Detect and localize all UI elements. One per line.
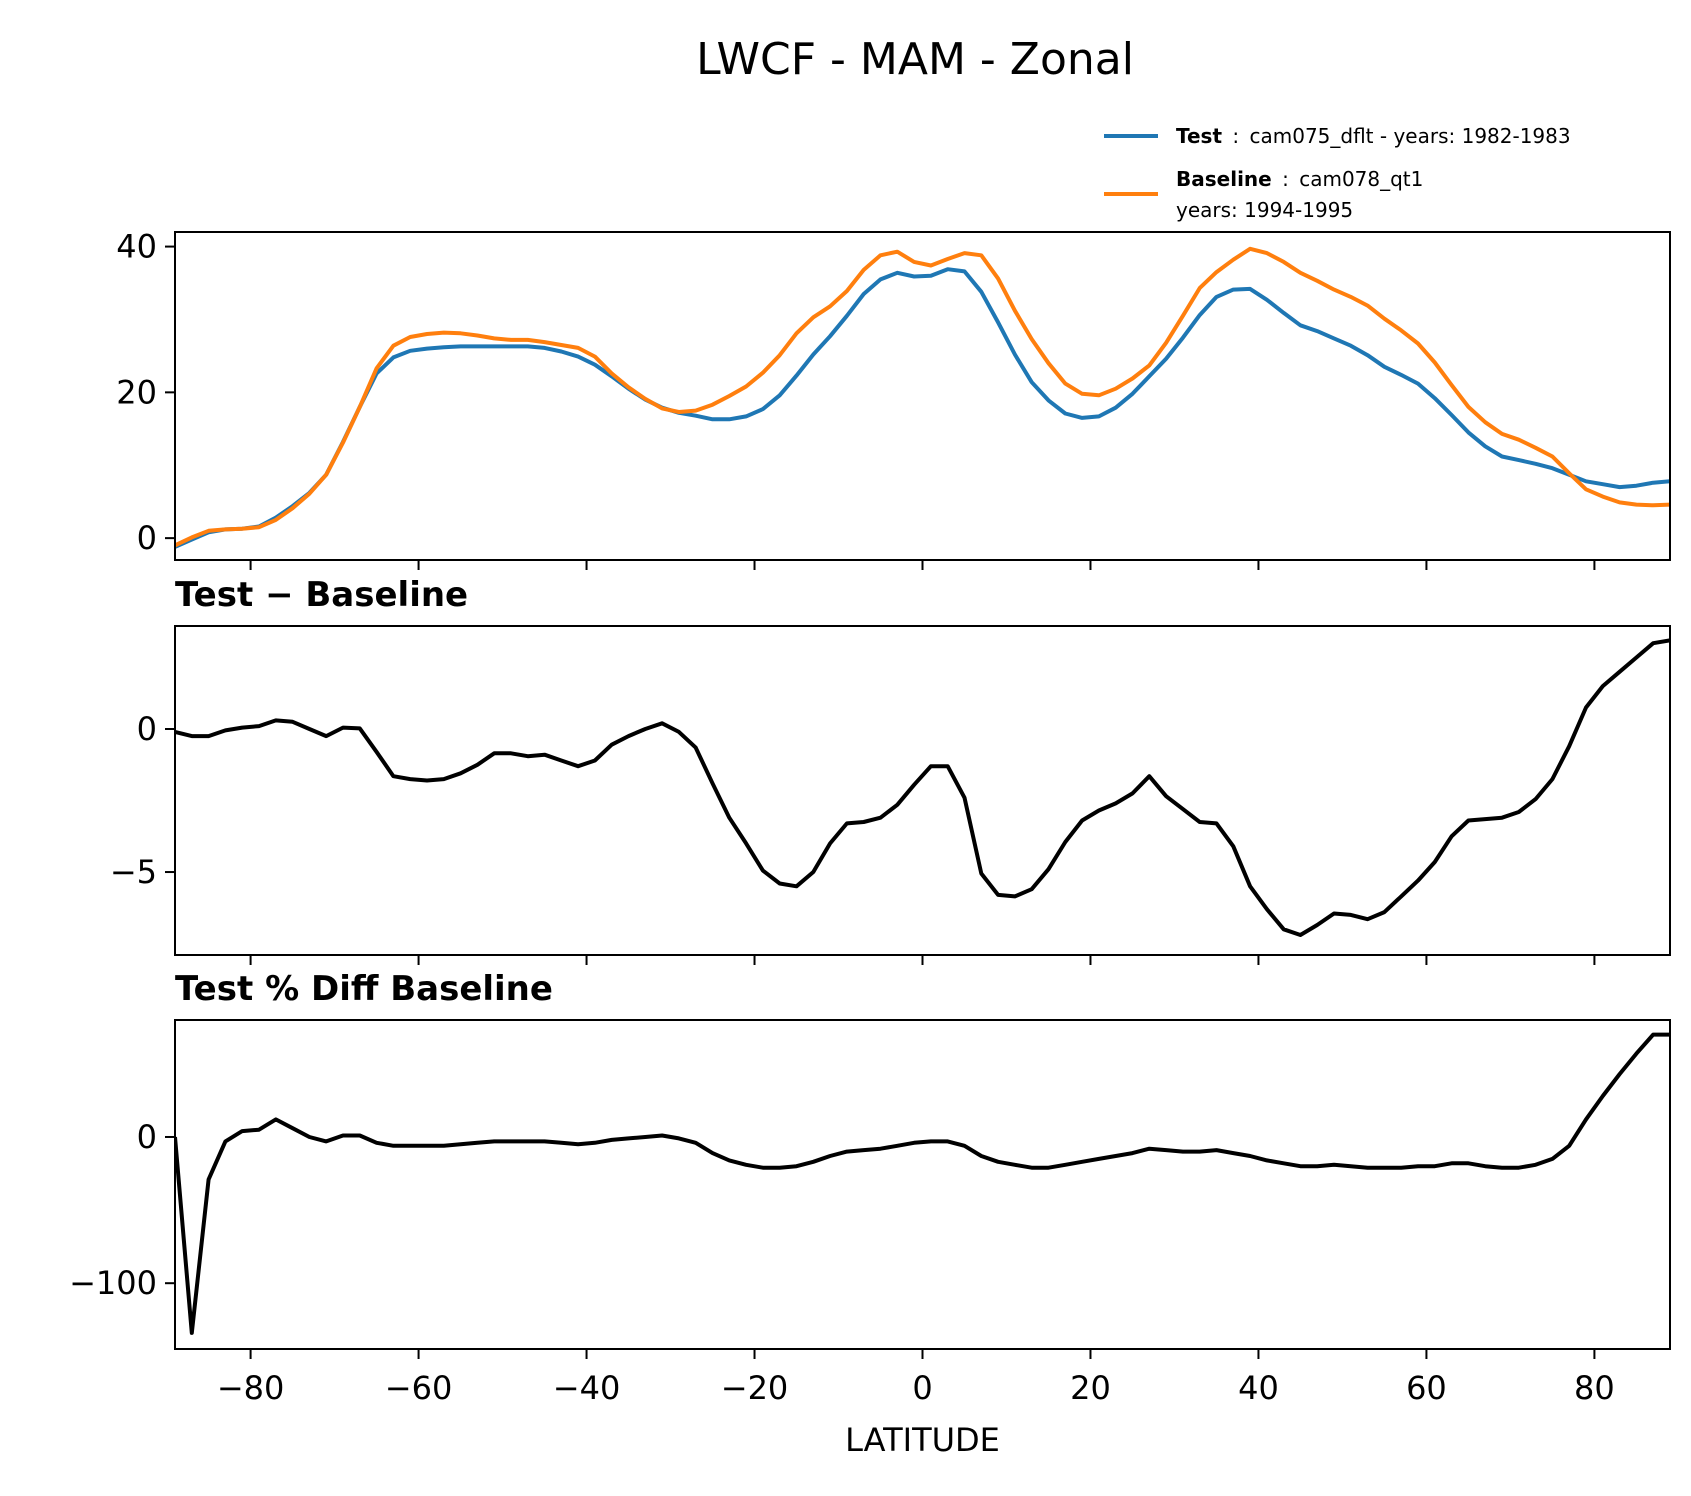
y-tick-label: 0	[137, 710, 157, 748]
x-tick-label: 20	[1070, 1369, 1111, 1407]
y-tick-label: 40	[116, 228, 157, 266]
plot-frame-panel-3	[174, 1019, 1671, 1350]
panel-title-test-pct-diff-baseline: Test % Diff Baseline	[175, 969, 553, 1009]
x-tick-label: −60	[385, 1369, 453, 1407]
x-tick-label: −20	[721, 1369, 789, 1407]
legend-test-label: Test : cam075_dflt - years: 1982-1983	[1176, 124, 1571, 148]
x-tick-label: 60	[1406, 1369, 1447, 1407]
y-tick-label: −100	[69, 1264, 157, 1302]
legend-test-bold: Test	[1176, 124, 1222, 148]
legend-baseline-sep: :	[1282, 167, 1289, 191]
legend-test-text: cam075_dflt - years: 1982-1983	[1249, 124, 1570, 148]
zonal-mean-panel: 0 20 40	[116, 228, 1671, 570]
panel-title-test-minus-baseline: Test − Baseline	[175, 575, 468, 615]
x-tick-label: 80	[1574, 1369, 1615, 1407]
legend-baseline-bold: Baseline	[1176, 167, 1272, 191]
plot-frame-panel-1	[174, 231, 1671, 561]
series-line-test-panel-1	[175, 267, 1670, 549]
y-tick-label: 0	[137, 519, 157, 557]
x-axis-label: LATITUDE	[845, 1421, 1000, 1459]
legend-test-sep: :	[1232, 124, 1239, 148]
difference-panel: Test − Baseline 0 −5	[110, 575, 1671, 965]
series-line-baseline-panel-1	[175, 246, 1670, 548]
x-tick-label: 40	[1238, 1369, 1279, 1407]
series-line-series-1-panel-2	[175, 638, 1670, 937]
y-tick-label: 0	[137, 1118, 157, 1156]
plot-frame-panel-2	[174, 625, 1671, 956]
x-tick-label: −80	[217, 1369, 285, 1407]
x-tick-label: 0	[912, 1369, 932, 1407]
legend-baseline-label: Baseline : cam078_qt1	[1176, 167, 1423, 191]
y-tick-label: −5	[110, 853, 157, 891]
y-tick-label: 20	[116, 373, 157, 411]
percent-diff-panel: Test % Diff Baseline 0 −100 −80 −60 −40 −20 0 20…	[69, 969, 1671, 1459]
legend-baseline-text: cam078_qt1	[1299, 167, 1423, 191]
series-line-series-1-panel-3	[175, 1032, 1670, 1335]
figure-title: LWCF - MAM - Zonal	[696, 34, 1134, 85]
legend-baseline-years: years: 1994-1995	[1176, 198, 1353, 222]
legend: Test : cam075_dflt - years: 1982-1983 Ba…	[1104, 124, 1571, 222]
x-tick-label: −40	[553, 1369, 621, 1407]
